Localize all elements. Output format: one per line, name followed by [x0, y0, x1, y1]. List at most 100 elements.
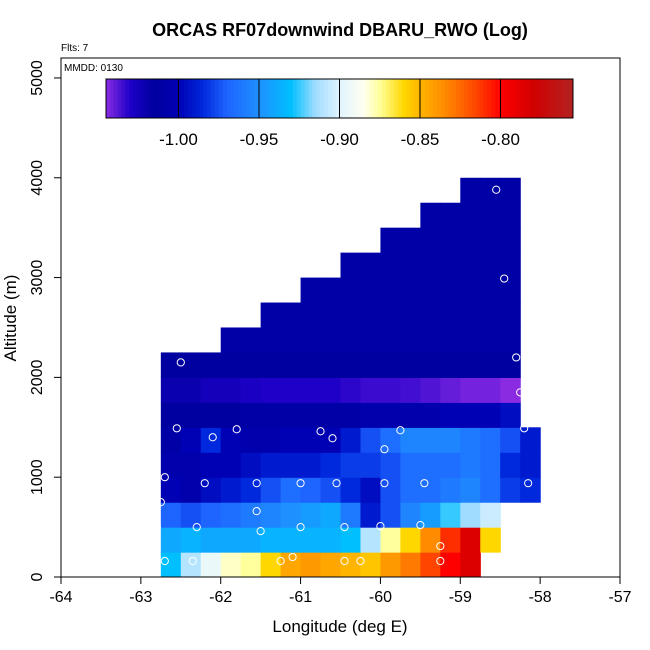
heatmap-cell — [300, 302, 322, 329]
heatmap-cell — [460, 452, 481, 478]
heatmap-cell — [320, 477, 342, 503]
heatmap-cell — [340, 427, 362, 453]
observation-point — [512, 353, 521, 362]
colorbar-segment — [362, 79, 368, 118]
heatmap-cell — [240, 502, 262, 528]
heatmap-cell — [320, 327, 342, 354]
heatmap-cell — [300, 452, 322, 478]
heatmap-cell — [380, 327, 401, 354]
observation-point — [188, 556, 197, 566]
heatmap-cell — [240, 327, 262, 354]
heatmap-cell — [400, 277, 421, 304]
colorbar-segment — [160, 79, 165, 118]
heatmap-cell — [460, 402, 481, 428]
heatmap-cell — [400, 252, 421, 279]
heatmap-cell — [260, 402, 282, 428]
observation-markers — [152, 185, 533, 566]
colorbar-segment — [265, 79, 270, 118]
heatmap-cell — [340, 352, 362, 378]
colorbar-segment — [327, 79, 333, 118]
heatmap-cell — [420, 252, 441, 279]
heatmap-cell — [220, 327, 242, 354]
colorbar-segment — [390, 79, 395, 118]
heatmap-cell — [500, 427, 521, 453]
heatmap-cell — [160, 427, 182, 453]
colorbar-segment — [320, 79, 325, 118]
heatmap-cell — [380, 302, 401, 329]
heatmap-cell — [180, 427, 202, 453]
colorbar-segment — [207, 79, 212, 118]
heatmap-cell — [160, 402, 182, 428]
heatmap-cell — [360, 252, 382, 279]
colorbar-segment — [557, 79, 562, 118]
y-tick-label: 5000 — [29, 60, 46, 96]
heatmap-cell — [180, 452, 202, 478]
colorbar-tick-label: -1.00 — [159, 130, 198, 149]
heatmap-cell — [420, 527, 441, 553]
colorbar-segment — [444, 79, 449, 118]
colorbar-segment — [148, 79, 154, 118]
heatmap-cell — [440, 252, 461, 279]
x-tick-label: -62 — [209, 589, 232, 606]
observation-point — [192, 523, 201, 532]
heatmap-cell — [420, 227, 441, 254]
heatmap-cell — [440, 402, 461, 428]
heatmap-cell — [480, 202, 501, 229]
heatmap-cell — [400, 502, 421, 528]
observation-point — [276, 556, 285, 566]
axes: -64 -63 -62 -61 -60 -59 -58 -57 0 1000 2000 3000 400… — [29, 60, 632, 606]
observation-point — [252, 479, 261, 488]
y-axis-label: Altitude (m) — [1, 275, 20, 362]
colorbar-segment — [487, 79, 492, 118]
colorbar-segment — [471, 79, 477, 118]
heatmap-cell — [340, 302, 362, 329]
colorbar-segment — [187, 79, 193, 118]
colorbar-segment — [144, 79, 150, 118]
heatmap-cell — [500, 277, 521, 304]
heatmap-cell — [220, 527, 242, 553]
heatmap-cell — [340, 502, 362, 528]
observation-point — [520, 424, 529, 433]
heatmap-cell — [460, 227, 481, 254]
observation-point — [328, 434, 337, 443]
heatmap-cell — [440, 202, 461, 229]
heatmap-cell — [300, 477, 322, 503]
heatmap-cell — [380, 502, 401, 528]
heatmap-cell — [360, 277, 382, 304]
colorbar-segment — [460, 79, 465, 118]
heatmap-cell — [500, 227, 521, 254]
colorbar-segment — [300, 79, 305, 118]
colorbar-segment — [203, 79, 208, 118]
heatmap-cell — [460, 277, 481, 304]
date-label: MMDD: 0130 — [64, 63, 123, 74]
x-axis-label: Longitude (deg E) — [272, 617, 407, 636]
heatmap-cells — [160, 177, 541, 577]
colorbar-segment — [141, 79, 146, 118]
colorbar-segment — [351, 79, 356, 118]
heatmap-cell — [160, 527, 182, 553]
colorbar-segment — [386, 79, 391, 118]
heatmap-cell — [400, 302, 421, 329]
heatmap-cell — [320, 302, 342, 329]
heatmap-cell — [260, 377, 282, 403]
heatmap-cell — [240, 477, 262, 503]
x-tick-label: -61 — [289, 589, 312, 606]
heatmap-cell — [380, 527, 401, 553]
heatmap-cell — [260, 477, 282, 503]
colorbar-segment — [277, 79, 282, 118]
heatmap-cell — [200, 377, 222, 403]
heatmap-cell — [320, 552, 342, 577]
heatmap-cell — [440, 527, 461, 553]
colorbar-segment — [183, 79, 189, 118]
colorbar-segment — [382, 79, 387, 118]
heatmap-cell — [460, 327, 481, 354]
colorbar-segment — [405, 79, 411, 118]
colorbar-segment — [506, 79, 512, 118]
heatmap-cell — [280, 302, 302, 329]
heatmap-cell — [160, 452, 182, 478]
colorbar-segment — [553, 79, 558, 118]
heatmap-cell — [180, 352, 202, 378]
colorbar-segment — [522, 79, 527, 118]
heatmap-cell — [180, 477, 202, 503]
heatmap-cell — [200, 352, 222, 378]
